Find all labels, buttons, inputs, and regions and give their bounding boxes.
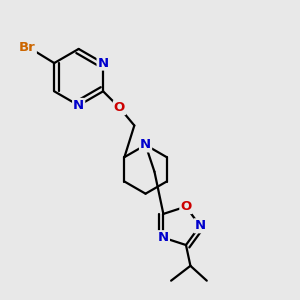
Text: N: N (140, 138, 151, 152)
Text: N: N (194, 219, 206, 232)
Text: Br: Br (19, 41, 36, 54)
Text: N: N (98, 57, 109, 70)
Text: N: N (158, 231, 169, 244)
Text: O: O (114, 101, 125, 114)
Text: O: O (180, 200, 192, 213)
Text: N: N (73, 99, 84, 112)
